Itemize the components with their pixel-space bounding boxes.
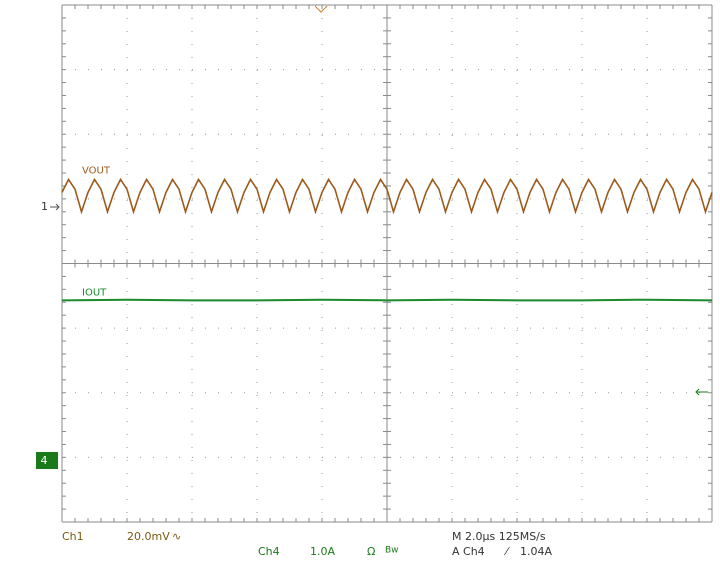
- ch1-arrow: [50, 203, 60, 211]
- trigger-slope: ⁄: [503, 545, 510, 558]
- timebase: M 2.0μs 125MS/s: [452, 530, 546, 543]
- ch4-bw: Bw: [385, 546, 399, 556]
- trigger-source: A Ch4: [452, 545, 485, 558]
- trigger-level: 1.04A: [520, 545, 552, 558]
- ch1-label: Ch1: [62, 530, 84, 543]
- trace-label: IOUT: [82, 287, 107, 298]
- ch1-bw: ∿: [172, 530, 181, 543]
- ch1-marker: 1: [41, 200, 48, 213]
- ch4-label: Ch4: [258, 545, 280, 558]
- trace-label: VOUT: [82, 165, 111, 176]
- trigger-pos-marker: [314, 5, 328, 13]
- trace: [61, 177, 713, 215]
- trace: [61, 298, 713, 302]
- ch4-scale: 1.0A: [310, 545, 335, 558]
- ch4-impedance: Ω: [367, 545, 375, 558]
- trigger-level-arrow: [695, 388, 708, 396]
- plot-layer: VOUT IOUT: [61, 4, 713, 523]
- ch4-marker: 4: [41, 454, 48, 467]
- ch4-marker-box: [36, 452, 58, 469]
- ch1-scale: 20.0mV: [127, 530, 170, 543]
